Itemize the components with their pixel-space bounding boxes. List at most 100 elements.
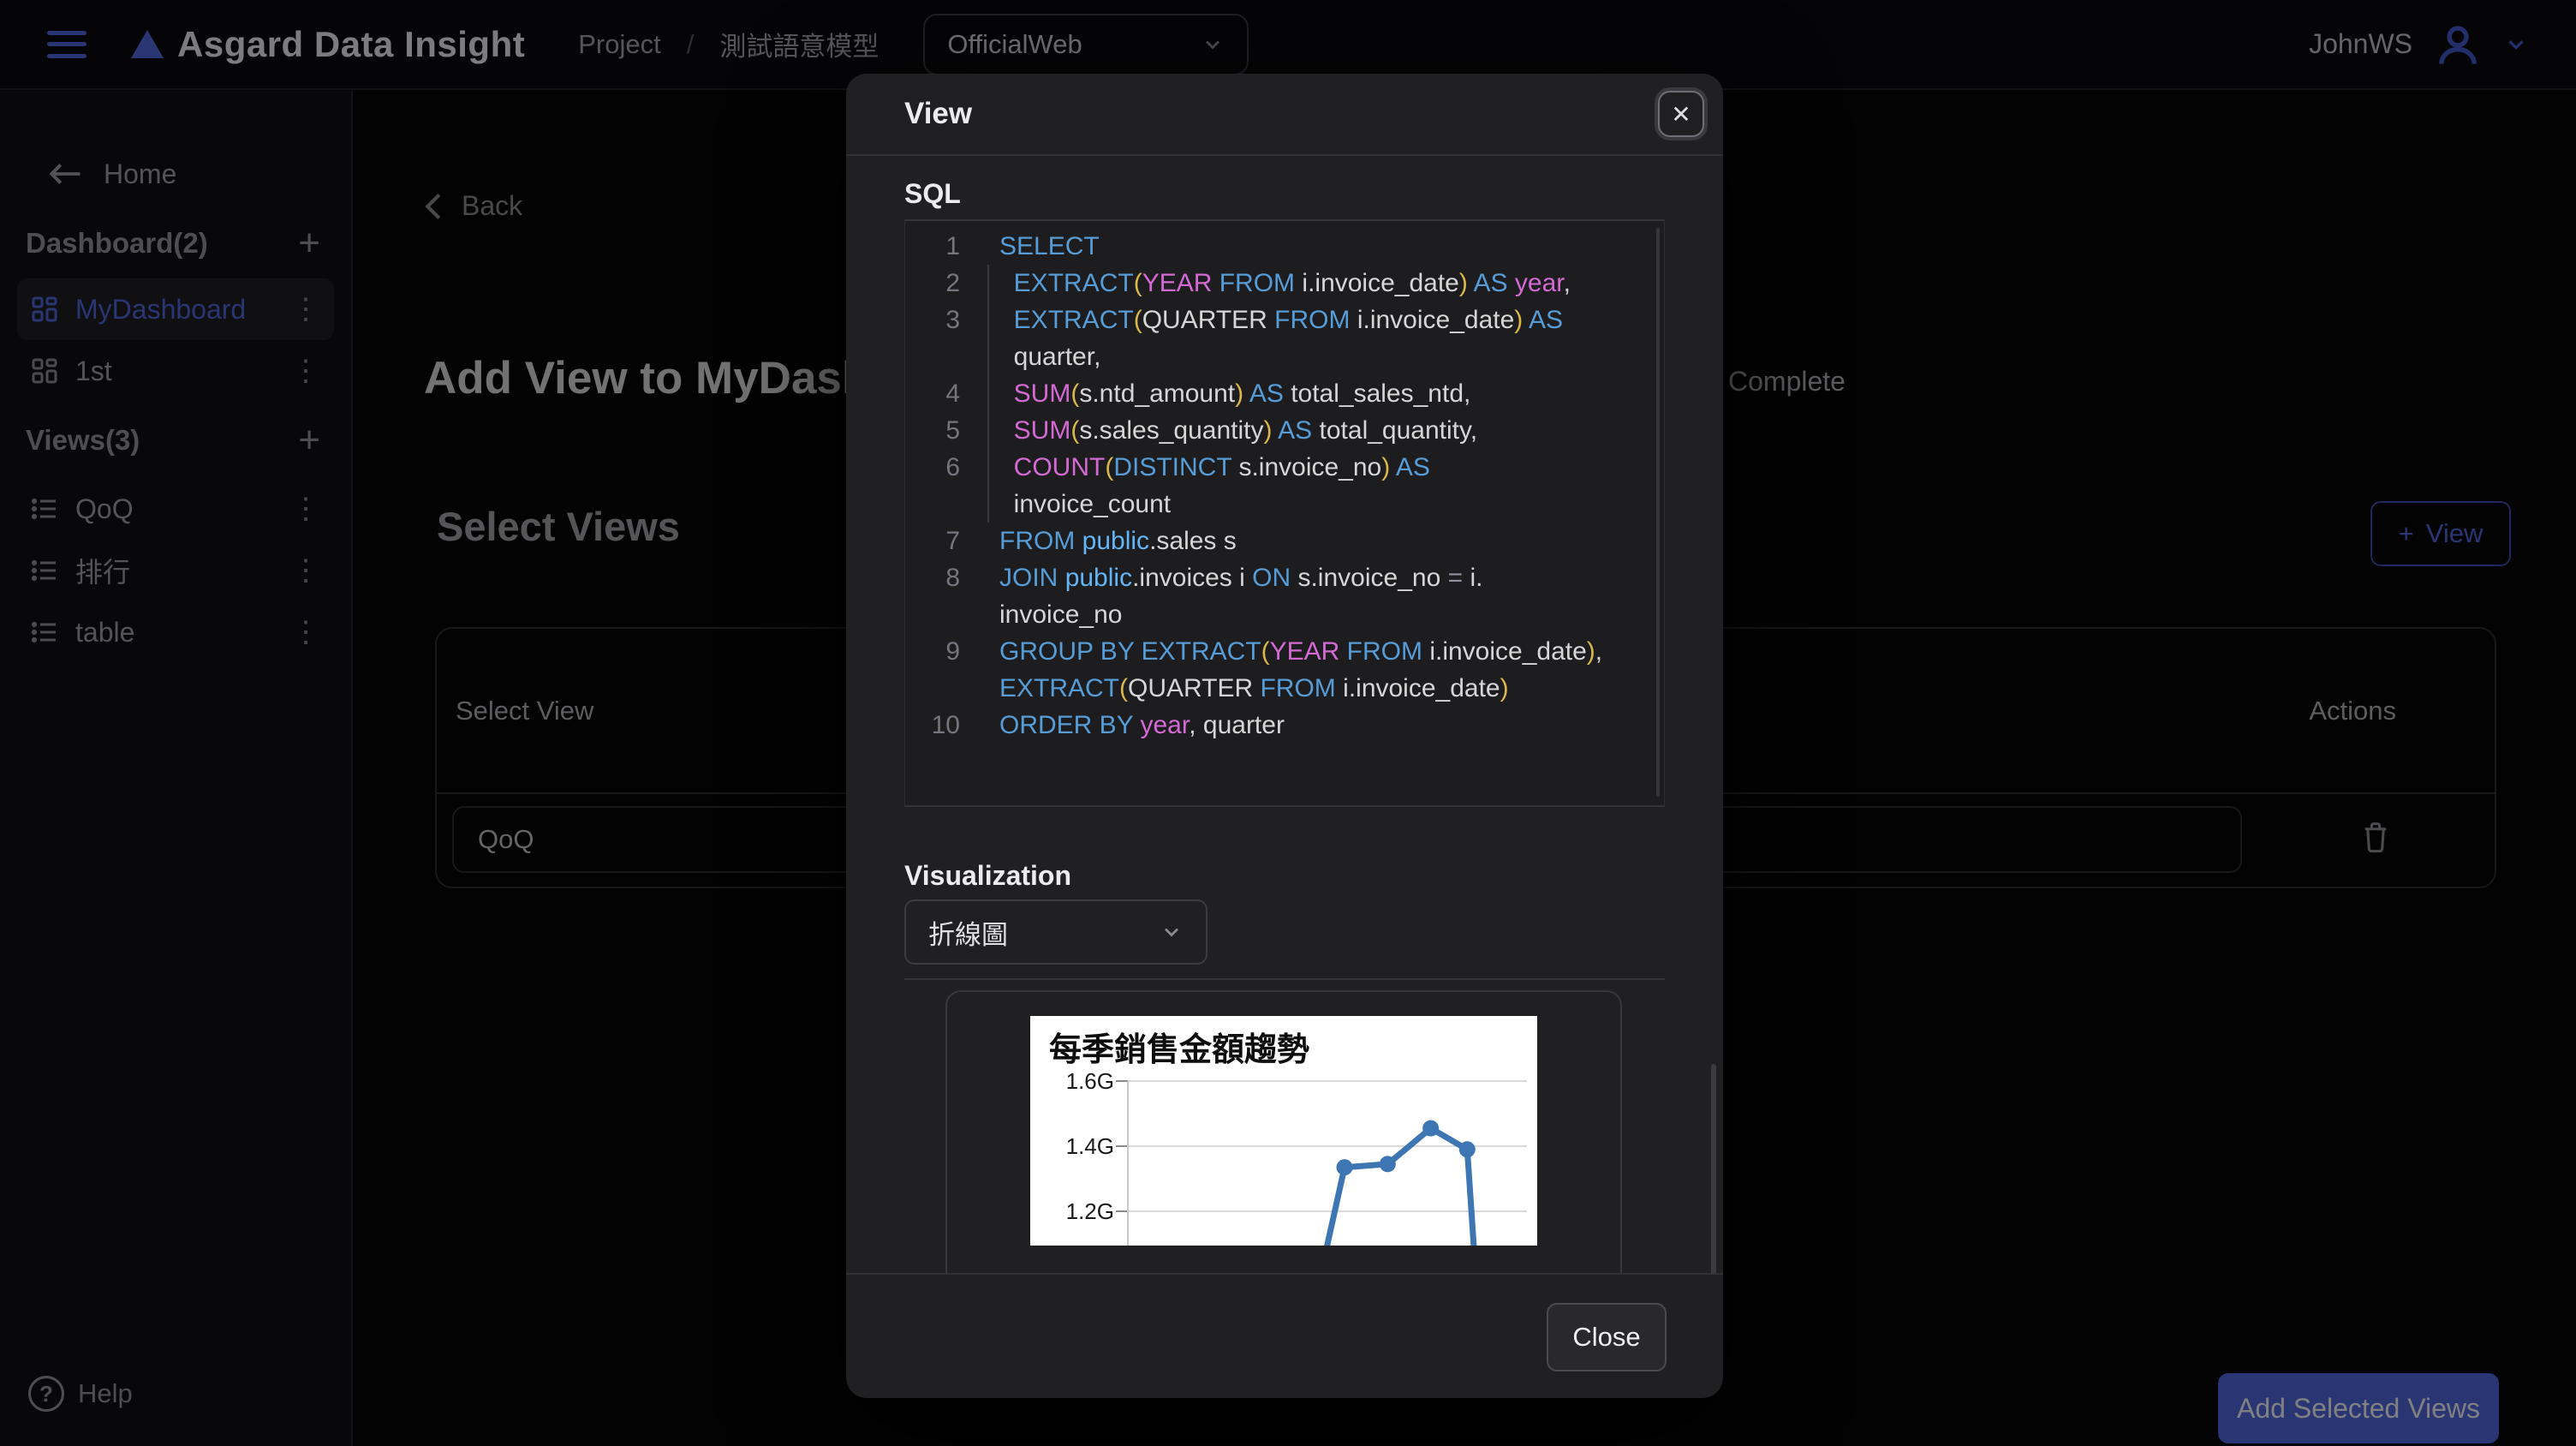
code-text: GROUP BY EXTRACT(YEAR FROM i.invoice_dat… [999,637,1603,666]
sql-code-line: EXTRACT(QUARTER FROM i.invoice_date) [905,670,1664,707]
sql-code-line: 1 SELECT [905,228,1664,265]
user-avatar-icon [2439,25,2477,64]
line-number [905,486,987,523]
sidebar-item-label: 1st [75,355,112,386]
brand-title: Asgard Data Insight [177,23,526,64]
line-number: 10 [931,711,960,739]
hamburger-menu-icon[interactable] [47,30,86,58]
modal-scrollbar[interactable] [1711,1064,1716,1273]
code-text: invoice_count [987,486,1171,523]
kebab-menu-icon[interactable]: ⋮ [291,355,320,387]
line-number: 4 [945,379,960,408]
line-chart-preview: 1.6G 1.4G 1.2G 每季銷售金額趨勢 [1030,1016,1537,1246]
help-link[interactable]: ? Help [28,1376,133,1412]
close-icon[interactable]: ✕ [1658,91,1704,137]
kebab-menu-icon[interactable]: ⋮ [291,493,320,525]
view-list: QoQ ⋮ 排行 ⋮ table ⋮ [0,478,351,663]
trash-icon [2364,822,2387,853]
sql-code-line: 7 FROM public.sales s [905,523,1664,559]
line-number: 5 [945,416,960,445]
breadcrumb: Project / 測試語意模型 [578,25,879,63]
dashboard-icon [32,358,57,384]
sidebar-item-qoq[interactable]: QoQ ⋮ [17,478,334,540]
line-number [905,596,987,633]
add-selected-views-button[interactable]: Add Selected Views [2218,1373,2499,1443]
sql-code-line: 3 EXTRACT(QUARTER FROM i.invoice_date) A… [905,302,1664,338]
visualization-divider [904,978,1665,980]
kebab-menu-icon[interactable]: ⋮ [291,616,320,648]
sql-code-line: 9 GROUP BY EXTRACT(YEAR FROM i.invoice_da… [905,633,1664,670]
view-modal: View ✕ SQL 1 SELECT 2 EXTRACT(YEAR FROM i.… [846,74,1723,1398]
help-icon: ? [28,1376,64,1412]
svg-text:1.2G: 1.2G [1066,1198,1114,1224]
modal-title: View [904,97,973,130]
sidebar-views-label: Views(3) [26,424,140,456]
close-button[interactable]: Close [1547,1303,1667,1371]
sidebar-item-table[interactable]: table ⋮ [17,601,334,663]
sidebar-item-label: table [75,616,135,648]
list-icon [31,498,56,520]
code-text: ORDER BY year, quarter [999,711,1285,739]
sql-code-line: 4 SUM(s.ntd_amount) AS total_sales_ntd, [905,375,1664,412]
sidebar-item-mydashboard[interactable]: MyDashboard ⋮ [17,278,334,340]
code-text: FROM public.sales s [999,527,1237,555]
chevron-left-icon [425,193,441,219]
sql-code-line: invoice_no [905,596,1664,633]
line-number: 9 [945,637,960,666]
column-header-actions: Actions [2309,695,2396,726]
sidebar-item-ranking[interactable]: 排行 ⋮ [17,540,334,601]
add-view-sidebar-button[interactable]: + [298,419,320,461]
list-icon [31,621,56,643]
plus-icon: + [2398,518,2414,548]
breadcrumb-model[interactable]: 測試語意模型 [719,32,880,62]
delete-row-button[interactable] [2359,820,2392,858]
sql-code-rows: 1 SELECT 2 EXTRACT(YEAR FROM i.invoice_dat… [905,228,1664,744]
dashboard-icon [32,296,57,322]
sidebar-item-label: MyDashboard [75,293,247,325]
code-text: invoice_no [999,601,1123,629]
column-header-select-view: Select View [456,695,594,726]
sql-code-block[interactable]: 1 SELECT 2 EXTRACT(YEAR FROM i.invoice_dat… [904,219,1665,807]
modal-footer: Close [846,1273,1723,1398]
chart-type-select[interactable]: 折線圖 [904,899,1208,965]
step-complete-label: Complete [1728,366,1846,397]
select-views-heading: Select Views [437,504,680,549]
code-text: EXTRACT(QUARTER FROM i.invoice_date) [999,674,1509,702]
sidebar-section-dashboards: Dashboard(2) + [26,222,320,264]
add-view-button-label: View [2425,518,2484,548]
breadcrumb-project[interactable]: Project [578,28,661,59]
sidebar-home-link[interactable]: Home [47,157,351,191]
chevron-down-icon [1165,928,1178,937]
svg-text:1.6G: 1.6G [1066,1068,1114,1094]
sidebar: Home Dashboard(2) + MyDashboard ⋮ 1st ⋮ … [0,90,353,1446]
line-number: 8 [945,564,960,592]
visualization-section-label: Visualization [904,860,1072,891]
code-scrollbar[interactable] [1656,228,1660,797]
kebab-menu-icon[interactable]: ⋮ [291,554,320,587]
modal-header: View ✕ [846,74,1723,156]
add-dashboard-button[interactable]: + [298,222,320,264]
code-text: SUM(s.ntd_amount) AS total_sales_ntd, [987,375,1470,412]
line-number: 7 [945,527,960,555]
workspace-select-value: OfficialWeb [947,28,1082,59]
view-select-value: QoQ [478,824,534,854]
add-view-button[interactable]: + View [2370,501,2511,566]
user-menu[interactable]: JohnWS [2309,21,2529,68]
add-selected-views-label: Add Selected Views [2236,1392,2481,1424]
code-text: EXTRACT(QUARTER FROM i.invoice_date) AS [987,302,1563,338]
chevron-down-icon [1206,40,1220,49]
kebab-menu-icon[interactable]: ⋮ [291,293,320,326]
sql-code-line: invoice_count [905,486,1664,523]
sidebar-item-1st[interactable]: 1st ⋮ [17,340,334,402]
line-number [905,338,987,375]
sidebar-item-label: 排行 [75,557,131,588]
svg-text:1.4G: 1.4G [1066,1133,1114,1159]
line-number: 3 [945,306,960,334]
brand-logo-icon [131,30,164,58]
svg-text:每季銷售金額趨勢: 每季銷售金額趨勢 [1049,1031,1309,1068]
sql-code-line: quarter, [905,338,1664,375]
line-number: 1 [945,232,960,260]
back-link[interactable]: Back [424,190,522,222]
sql-code-line: 10 ORDER BY year, quarter [905,707,1664,744]
